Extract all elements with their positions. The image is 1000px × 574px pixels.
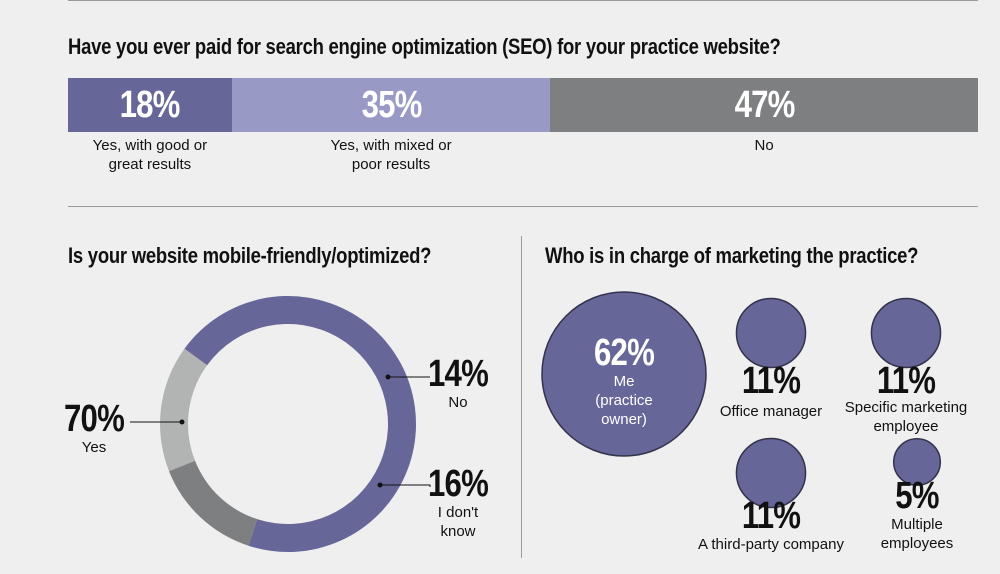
- bubble-value-label: 11%: [741, 495, 801, 537]
- donut-slice-i-don-t-know: [160, 348, 208, 472]
- bubble-category-line: Specific marketing: [844, 399, 968, 416]
- bar-category-line: Yes, with mixed or: [330, 137, 452, 154]
- bubble-category-line: Office manager: [719, 403, 823, 420]
- bubble-category-line: (practice: [595, 392, 653, 409]
- donut-slice-no: [168, 460, 258, 546]
- bubble-category-line: employee: [873, 418, 939, 435]
- bubble-category-line: Multiple: [891, 516, 943, 533]
- donut-leader-dot: [179, 419, 185, 425]
- bar-category-line: great results: [108, 156, 192, 173]
- middle-divider: [68, 206, 978, 207]
- donut-category-label: No: [408, 393, 508, 412]
- bar-segment-yes-with-good-or-great-results: 18%: [68, 78, 232, 132]
- bar-value-label: 47%: [734, 83, 795, 126]
- bar-category-line: No: [754, 137, 774, 154]
- bar-segment-yes-with-mixed-or-poor-results: 35%: [231, 78, 551, 132]
- donut-category-label: Yes: [44, 438, 144, 457]
- donut-category-label: I don't know: [408, 503, 508, 541]
- bubble-value-label: 5%: [895, 475, 939, 517]
- donut-value-label: 14%: [428, 353, 489, 395]
- donut-category-line: Yes: [81, 439, 107, 456]
- bubble-category-label: Me (practice owner): [574, 372, 674, 429]
- donut-leader-line: [380, 484, 431, 487]
- donut-leader-dot: [377, 482, 383, 488]
- donut-category-line: know: [440, 523, 476, 540]
- mobile-question-title: Is your website mobile-friendly/optimize…: [68, 243, 432, 268]
- bubble-category-label: Specific marketing employee: [831, 398, 981, 436]
- bubble-category-line: A third-party company: [698, 536, 844, 553]
- donut-leader-dot: [385, 374, 391, 380]
- top-divider: [68, 0, 978, 1]
- bar-category-label: Yes, with mixed or poor results: [232, 136, 551, 174]
- donut-value-label: 70%: [64, 398, 125, 440]
- bubble-me-practice-owner: [541, 291, 707, 457]
- donut-category-line: I don't: [437, 504, 479, 521]
- seo-question-title: Have you ever paid for search engine opt…: [68, 34, 781, 59]
- bar-category-label: Yes, with good or great results: [68, 136, 232, 174]
- bar-category-label: No: [550, 136, 978, 155]
- bubble-a-third-party-company: [735, 437, 807, 509]
- bubble-value-label: 11%: [876, 360, 936, 402]
- bubble-specific-marketing-employee: [870, 297, 942, 369]
- bar-value-label: 35%: [361, 83, 422, 126]
- bar-value-label: 18%: [119, 83, 181, 126]
- bubble-category-label: Multiple employees: [857, 515, 977, 553]
- bubble-category-line: Me: [613, 373, 635, 390]
- bubble-category-line: owner): [601, 411, 647, 428]
- seo-stacked-bar: 18% 35% 47%: [68, 78, 978, 132]
- bubble-value-label: 62%: [594, 332, 655, 374]
- bar-category-line: poor results: [351, 156, 431, 173]
- bar-segment-no: 47%: [550, 78, 978, 132]
- bubble-multiple-employees: [892, 437, 942, 487]
- bar-category-line: Yes, with good or: [92, 137, 208, 154]
- bubble-category-label: Office manager: [701, 402, 841, 421]
- vertical-divider: [521, 236, 522, 558]
- marketing-question-title: Who is in charge of marketing the practi…: [545, 243, 919, 268]
- bubble-category-line: employees: [880, 535, 954, 552]
- bubble-category-label: A third-party company: [686, 535, 856, 554]
- bubble-office-manager: [735, 297, 807, 369]
- donut-value-label: 16%: [428, 463, 489, 505]
- bubble-value-label: 11%: [741, 360, 801, 402]
- donut-category-line: No: [448, 394, 468, 411]
